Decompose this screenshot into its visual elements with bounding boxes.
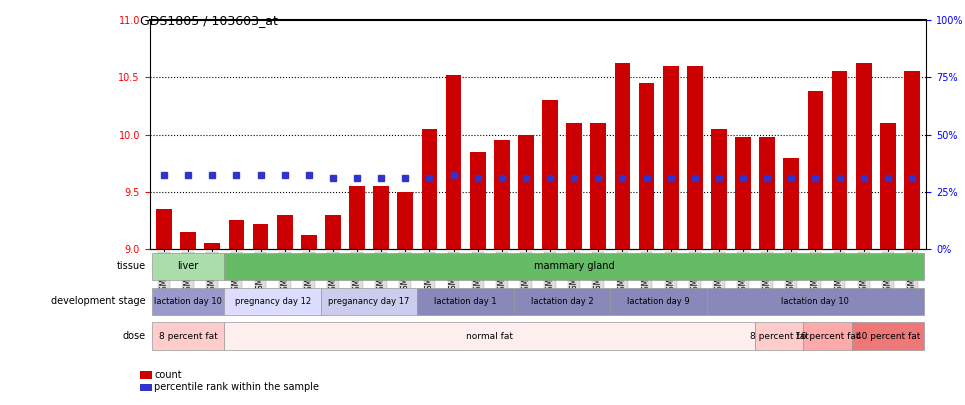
Bar	[856, 63, 871, 249]
Text: normal fat: normal fat	[466, 332, 513, 341]
Bar	[422, 129, 437, 249]
Text: 8 percent fat: 8 percent fat	[159, 332, 217, 341]
Text: lactation day 9: lactation day 9	[627, 297, 690, 306]
Bar	[152, 288, 224, 315]
Text: lactation day 10: lactation day 10	[154, 297, 222, 306]
Bar	[735, 137, 751, 249]
Bar	[755, 322, 803, 350]
Bar	[880, 123, 896, 249]
Bar	[851, 322, 924, 350]
Bar	[542, 100, 558, 249]
Bar	[706, 288, 924, 315]
Text: development stage: development stage	[51, 296, 146, 306]
Bar	[518, 134, 534, 249]
Bar	[325, 215, 341, 249]
Text: lactation day 1: lactation day 1	[434, 297, 497, 306]
Bar	[253, 224, 268, 249]
Bar	[180, 232, 196, 249]
Bar	[759, 137, 775, 249]
Bar	[803, 322, 851, 350]
Bar	[610, 288, 706, 315]
Bar	[373, 186, 389, 249]
Bar	[205, 243, 220, 249]
Bar	[639, 83, 654, 249]
Text: mammary gland: mammary gland	[534, 262, 615, 271]
Bar	[513, 288, 610, 315]
Text: count: count	[154, 370, 182, 380]
Text: preganancy day 17: preganancy day 17	[328, 297, 410, 306]
Text: 8 percent fat: 8 percent fat	[750, 332, 809, 341]
Text: liver: liver	[178, 262, 199, 271]
Bar	[687, 66, 703, 249]
Bar	[591, 123, 606, 249]
Bar	[566, 123, 582, 249]
Bar	[301, 235, 317, 249]
Bar	[784, 158, 799, 249]
Bar	[156, 209, 172, 249]
Bar	[277, 215, 292, 249]
Bar	[615, 63, 630, 249]
Bar	[832, 70, 847, 249]
Bar	[711, 129, 727, 249]
Bar	[417, 288, 513, 315]
Text: GDS1805 / 103603_at: GDS1805 / 103603_at	[140, 14, 278, 27]
Bar	[470, 152, 485, 249]
Bar	[494, 141, 510, 249]
Text: lactation day 2: lactation day 2	[531, 297, 593, 306]
Bar	[152, 253, 224, 280]
Bar	[808, 91, 823, 249]
Bar	[229, 220, 244, 249]
Bar	[224, 288, 320, 315]
Bar	[398, 192, 413, 249]
Text: lactation day 10: lactation day 10	[782, 297, 849, 306]
Text: 16 percent fat: 16 percent fat	[795, 332, 860, 341]
Text: dose: dose	[123, 331, 146, 341]
Text: 40 percent fat: 40 percent fat	[856, 332, 920, 341]
Bar	[152, 322, 224, 350]
Bar	[446, 75, 461, 249]
Text: percentile rank within the sample: percentile rank within the sample	[154, 382, 319, 392]
Bar	[224, 322, 755, 350]
Bar	[663, 66, 678, 249]
Bar	[904, 70, 920, 249]
Text: tissue: tissue	[117, 262, 146, 271]
Text: pregnancy day 12: pregnancy day 12	[234, 297, 311, 306]
Bar	[320, 288, 417, 315]
Bar	[349, 186, 365, 249]
